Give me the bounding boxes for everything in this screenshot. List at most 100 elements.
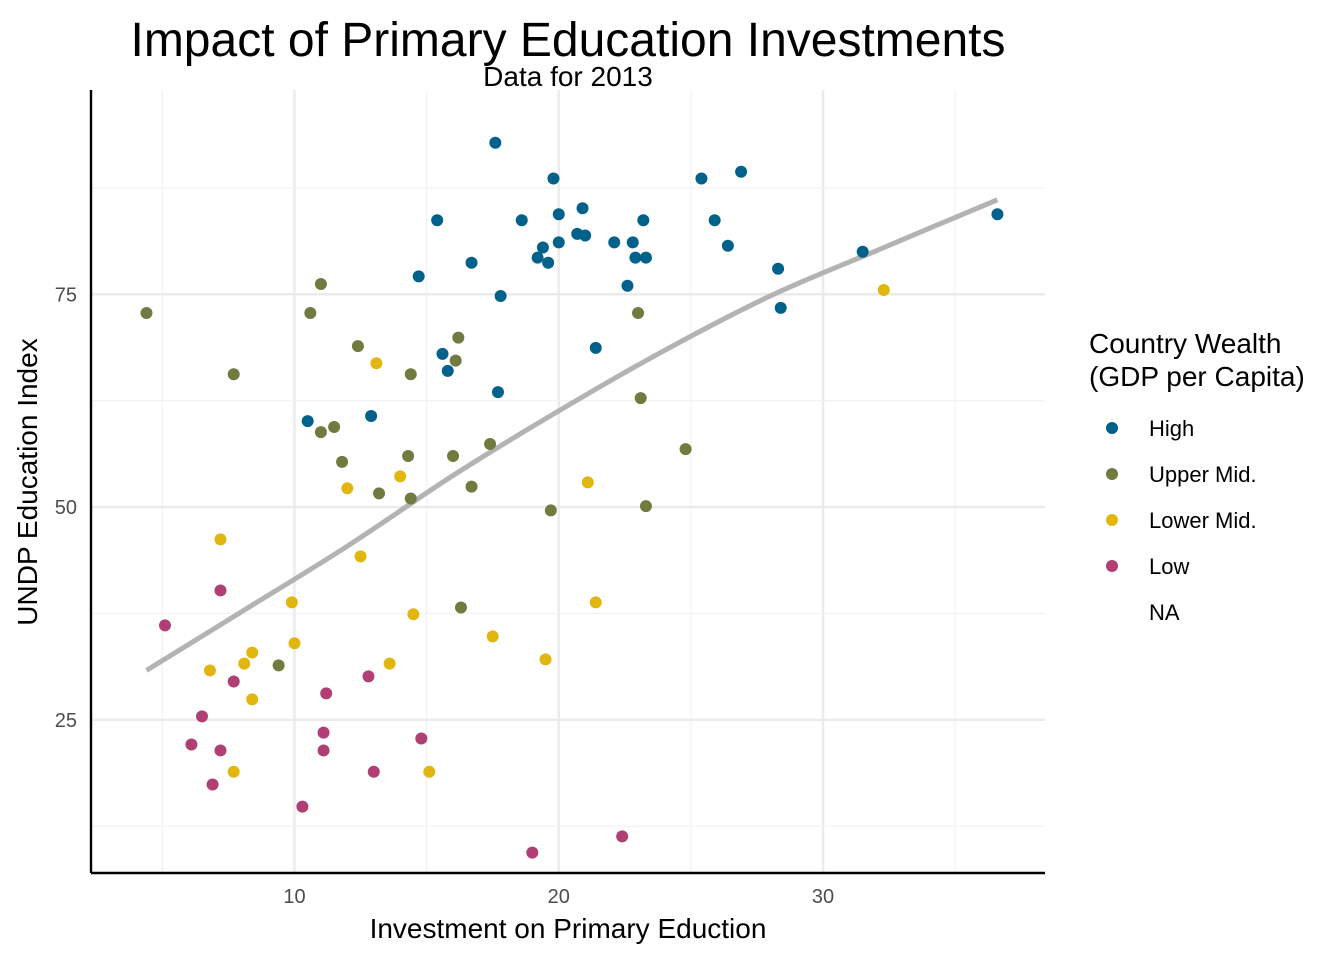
point-low (415, 732, 428, 745)
point-high (735, 165, 748, 178)
point-upper-mid (314, 426, 327, 439)
grid-lines (91, 90, 1045, 873)
point-high (637, 214, 650, 227)
chart-title: Impact of Primary Education Investments (130, 14, 1005, 67)
point-lower-mid (370, 357, 383, 370)
point-upper-mid (351, 340, 364, 353)
point-high (431, 214, 444, 227)
point-high (301, 415, 314, 428)
point-high (639, 251, 652, 264)
point-upper-mid (484, 438, 497, 451)
legend-label-high: High (1149, 416, 1194, 441)
point-lower-mid (285, 596, 298, 609)
legend-label-upper-mid: Upper Mid. (1149, 462, 1257, 487)
data-points (140, 136, 1004, 859)
point-low (185, 738, 198, 751)
point-low (317, 726, 330, 739)
y-tick-label: 25 (55, 710, 77, 732)
point-high (542, 256, 555, 269)
point-high (708, 214, 721, 227)
trend-line-group (145, 197, 999, 673)
point-high (412, 270, 425, 283)
legend-label-na: NA (1149, 600, 1180, 625)
point-high (465, 256, 478, 269)
point-high (436, 347, 449, 360)
legend-key-low (1106, 560, 1118, 572)
point-lower-mid (486, 630, 499, 643)
y-tick-label: 50 (55, 497, 77, 519)
point-lower-mid (383, 657, 396, 670)
point-high (695, 172, 708, 185)
legend-key-high (1106, 422, 1118, 434)
point-upper-mid (465, 480, 478, 493)
point-high (547, 172, 560, 185)
point-upper-mid (402, 449, 415, 462)
legend-label-low: Low (1149, 554, 1189, 579)
x-tick-label: 10 (283, 886, 305, 908)
point-upper-mid (227, 368, 240, 381)
point-high (441, 364, 454, 377)
point-high (629, 251, 642, 264)
point-high (552, 208, 565, 221)
legend-label-lower-mid: Lower Mid. (1149, 508, 1257, 533)
point-high (515, 214, 528, 227)
x-tick-label: 20 (548, 886, 570, 908)
point-lower-mid (407, 608, 420, 621)
y-tick-label: 75 (55, 284, 77, 306)
legend-title-line-2: (GDP per Capita) (1089, 361, 1305, 392)
point-upper-mid (404, 492, 417, 505)
point-high (531, 251, 544, 264)
point-lower-mid (238, 657, 251, 670)
point-upper-mid (454, 601, 467, 614)
point-upper-mid (679, 443, 692, 456)
point-high (365, 409, 378, 422)
point-high (608, 236, 621, 249)
point-high (856, 245, 869, 258)
point-high (991, 208, 1004, 221)
point-low (362, 670, 375, 683)
point-low (214, 744, 227, 757)
legend-entries: High Upper Mid. Lower Mid. Low NA (1106, 416, 1257, 625)
point-high (552, 236, 565, 249)
point-lower-mid (581, 476, 594, 489)
point-high (494, 289, 507, 302)
point-low (296, 800, 309, 813)
point-lower-mid (288, 637, 301, 650)
legend: Country Wealth (GDP per Capita) High Uppe… (1089, 328, 1305, 625)
point-upper-mid (634, 392, 647, 405)
y-axis-ticks: 25 50 75 (55, 284, 77, 732)
point-upper-mid (404, 368, 417, 381)
point-low (367, 765, 380, 778)
point-upper-mid (452, 331, 465, 344)
point-low (227, 675, 240, 688)
chart-subtitle: Data for 2013 (483, 61, 653, 92)
point-lower-mid (394, 470, 407, 483)
point-lower-mid (246, 693, 259, 706)
point-high (536, 241, 549, 254)
x-tick-label: 30 (812, 886, 834, 908)
point-low (526, 846, 539, 859)
point-high (491, 386, 504, 399)
point-upper-mid (639, 500, 652, 513)
point-upper-mid (328, 421, 341, 434)
point-high (489, 136, 502, 149)
point-lower-mid (227, 765, 240, 778)
point-upper-mid (140, 306, 153, 319)
point-lower-mid (341, 482, 354, 495)
legend-key-lower-mid (1106, 514, 1118, 526)
point-high (576, 202, 589, 215)
point-upper-mid (304, 306, 317, 319)
point-lower-mid (203, 664, 216, 677)
legend-key-upper-mid (1106, 468, 1118, 480)
point-high (772, 262, 785, 275)
point-low (320, 687, 333, 700)
point-upper-mid (314, 278, 327, 291)
point-upper-mid (632, 306, 645, 319)
point-lower-mid (354, 550, 367, 563)
point-upper-mid (449, 354, 462, 367)
point-low (214, 584, 227, 597)
point-upper-mid (336, 455, 349, 468)
point-high (774, 301, 787, 314)
y-axis-title: UNDP Education Index (12, 338, 43, 625)
